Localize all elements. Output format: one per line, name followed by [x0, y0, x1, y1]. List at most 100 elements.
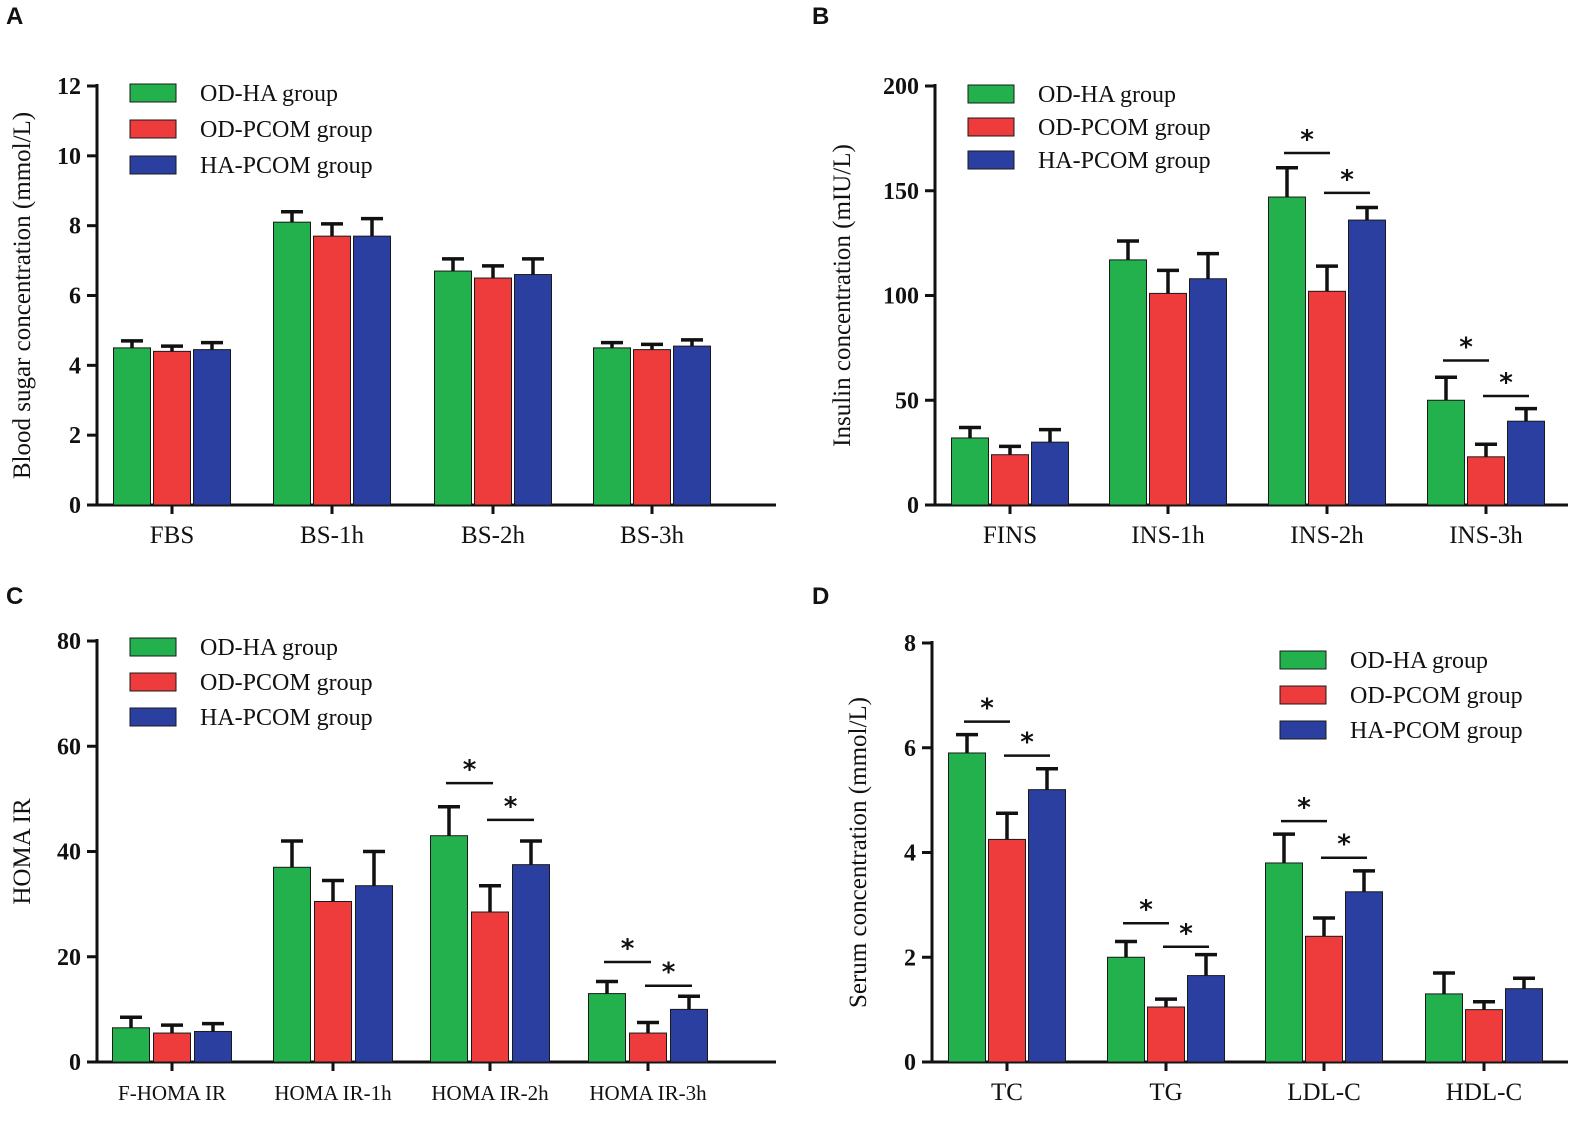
legend-label-a: HA-PCOM group: [200, 153, 373, 179]
y-tick-label-d: 2: [904, 945, 916, 971]
legend-label-a: OD-PCOM group: [200, 117, 373, 143]
x-tick-label-d: HDL-C: [1446, 1079, 1522, 1106]
significance-star-b: *: [1499, 368, 1513, 398]
bar-b: [991, 454, 1029, 506]
bar-a: [353, 235, 391, 506]
y-tick-label-a: 2: [69, 423, 81, 449]
panel-label-d: D: [812, 583, 829, 610]
bar-d: [948, 752, 986, 1063]
bar-b: [1031, 441, 1069, 506]
bar-c: [512, 864, 550, 1063]
legend-label-b: OD-PCOM group: [1038, 115, 1211, 141]
bar-d: [1425, 993, 1463, 1063]
legend-swatch-d: [1279, 685, 1327, 705]
bar-d: [1305, 935, 1343, 1063]
y-tick-label-b: 0: [907, 493, 919, 519]
x-tick-label-a: BS-1h: [300, 522, 364, 549]
y-axis-title-a: Blood sugar concentration (mmol/L): [9, 112, 36, 479]
significance-star-d: *: [1020, 728, 1034, 758]
y-tick-label-a: 12: [57, 74, 81, 100]
bar-b: [951, 437, 989, 506]
legend-label-c: OD-PCOM group: [200, 670, 373, 696]
bar-c: [355, 885, 393, 1063]
bar-a: [153, 350, 191, 506]
y-tick-label-b: 50: [895, 388, 919, 414]
panel-d-chart: 0 2 4 6 8 Serum concentration (mmol/L) TC TG LDL…: [845, 631, 1568, 1106]
bar-d: [1147, 1006, 1185, 1063]
legend-swatch-c: [129, 672, 177, 692]
bar-a: [673, 345, 711, 506]
x-tick-label-c: HOMA IR-1h: [274, 1081, 392, 1105]
y-tick-label-c: 20: [57, 945, 81, 971]
panel-b-chart: 0 50 100 150 200 Insulin concentration (mIU/L…: [829, 74, 1568, 549]
bar-a: [113, 347, 151, 506]
significance-star-c: *: [662, 958, 676, 988]
bar-a: [514, 274, 552, 506]
x-tick-label-a: FBS: [150, 522, 194, 549]
bar-a: [434, 270, 472, 506]
x-tick-label-c: HOMA IR-2h: [431, 1081, 549, 1105]
y-tick-label-c: 60: [57, 734, 81, 760]
y-tick-label-d: 8: [904, 631, 916, 657]
bar-c: [273, 866, 311, 1063]
y-tick-label-d: 6: [904, 736, 916, 762]
bar-d: [1187, 975, 1225, 1063]
panel-label-a: A: [6, 3, 23, 30]
legend-label-d: OD-HA group: [1350, 648, 1488, 674]
significance-star-d: *: [1139, 895, 1153, 925]
bar-c: [588, 993, 626, 1063]
y-tick-label-c: 80: [57, 629, 81, 655]
legend-label-b: HA-PCOM group: [1038, 148, 1211, 174]
significance-star-d: *: [980, 694, 994, 724]
legend-swatch-a: [129, 83, 177, 103]
bar-a: [633, 349, 671, 506]
bar-a: [474, 277, 512, 506]
bar-b: [1268, 196, 1306, 506]
bar-c: [629, 1032, 667, 1063]
significance-star-b: *: [1300, 125, 1314, 155]
x-tick-label-d: LDL-C: [1287, 1079, 1361, 1106]
bar-d: [1107, 956, 1145, 1063]
legend-label-b: OD-HA group: [1038, 82, 1176, 108]
y-tick-label-c: 40: [57, 840, 81, 866]
bar-c: [471, 911, 509, 1063]
bar-c: [670, 1008, 708, 1063]
y-tick-label-a: 0: [69, 493, 81, 519]
y-tick-label-b: 150: [883, 179, 919, 205]
bar-b: [1507, 420, 1545, 506]
legend-label-d: OD-PCOM group: [1350, 683, 1523, 709]
y-tick-label-a: 8: [69, 214, 81, 240]
bar-c: [112, 1027, 150, 1063]
legend-label-c: OD-HA group: [200, 635, 338, 661]
x-tick-label-b: INS-3h: [1449, 522, 1523, 549]
bar-b: [1149, 292, 1187, 506]
y-tick-label-c: 0: [69, 1050, 81, 1076]
significance-star-c: *: [463, 755, 477, 785]
legend-label-c: HA-PCOM group: [200, 705, 373, 731]
y-axis-title-c: HOMA IR: [9, 798, 36, 905]
x-tick-label-a: BS-2h: [461, 522, 525, 549]
bar-b: [1308, 290, 1346, 506]
y-tick-label-d: 4: [904, 841, 916, 867]
legend-swatch-b: [967, 150, 1015, 170]
bar-c: [194, 1030, 232, 1063]
significance-star-b: *: [1459, 332, 1473, 362]
bar-c: [430, 835, 468, 1063]
legend-swatch-b: [967, 117, 1015, 137]
y-tick-label-d: 0: [904, 1050, 916, 1076]
y-tick-label-a: 10: [57, 144, 81, 170]
bar-b: [1467, 456, 1505, 506]
panel-label-c: C: [6, 583, 23, 610]
y-tick-label-a: 6: [69, 284, 81, 310]
x-tick-label-b: INS-1h: [1131, 522, 1205, 549]
bar-d: [988, 838, 1026, 1063]
bar-d: [1505, 988, 1543, 1063]
legend-swatch-d: [1279, 650, 1327, 670]
y-axis-title-b: Insulin concentration (mIU/L): [829, 144, 856, 447]
y-axis-title-d: Serum concentration (mmol/L): [845, 697, 872, 1008]
legend-swatch-a: [129, 155, 177, 175]
x-tick-label-b: FINS: [983, 522, 1037, 549]
x-tick-label-d: TG: [1149, 1079, 1182, 1106]
bar-c: [314, 900, 352, 1063]
bar-b: [1109, 259, 1147, 506]
